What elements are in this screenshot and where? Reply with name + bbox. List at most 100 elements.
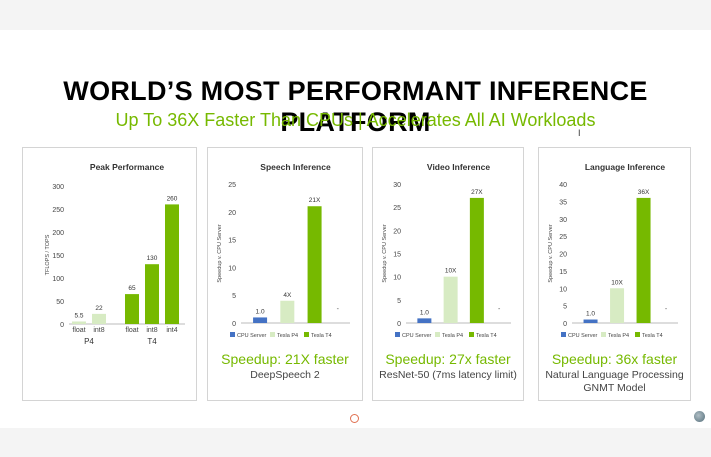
language-data-label: 10X <box>611 279 623 286</box>
language-legend-label: Tesla P4 <box>608 333 629 339</box>
speech-model-text: DeepSpeech 2 <box>250 369 320 381</box>
avatar-icon[interactable] <box>694 411 705 422</box>
video-legend-swatch <box>395 332 400 337</box>
peak-y-tick-label: 250 <box>52 207 64 214</box>
peak-x-tick-label: int8 <box>93 327 104 334</box>
speech-inference-chart: Speech Inference 0 5 10 15 20 25 Speedup v. CPU… <box>217 162 350 339</box>
video-y-tick-label: 25 <box>393 205 401 212</box>
peak-performance-chart: Peak Performance 0 50 100 150 200 250 300 TFLOPS… <box>45 162 185 346</box>
speech-y-tick-label: 20 <box>228 210 236 217</box>
video-legend-label: Tesla T4 <box>476 333 497 339</box>
language-model-line-1: Natural Language Processing <box>545 369 684 381</box>
speech-y-tick-label: 0 <box>232 321 236 328</box>
language-data-label: 36X <box>638 189 650 196</box>
record-icon[interactable] <box>350 414 359 423</box>
speech-y-axis-label: Speedup v. CPU Server <box>217 224 223 282</box>
panel-speech-inference: Speech Inference 0 5 10 15 20 25 Speedup v. CPU… <box>207 147 363 401</box>
peak-bar-t4-int4 <box>165 204 179 324</box>
video-legend-label: CPU Server <box>402 333 432 339</box>
language-legend-swatch <box>561 332 566 337</box>
speech-bar-tesla-p4 <box>280 300 295 323</box>
video-inference-chart: Video Inference 0 5 10 15 20 25 30 Speedup v. CP… <box>382 162 511 339</box>
language-bar-tesla-p4 <box>610 288 625 323</box>
video-data-label: 27X <box>471 189 483 196</box>
language-speedup-text: Speedup: 36x faster <box>551 351 678 367</box>
language-legend-label: CPU Server <box>568 333 598 339</box>
video-y-tick-label: 5 <box>397 298 401 305</box>
speech-legend-label: Tesla T4 <box>311 333 332 339</box>
language-bar-tesla-t4 <box>636 197 651 323</box>
language-bar-cpu-server <box>583 319 598 323</box>
language-inference-chart: Language Inference 0 5 10 15 20 25 30 35 40 Speedu… <box>548 162 678 339</box>
speech-data-label: 4X <box>283 292 292 299</box>
video-y-axis-label: Speedup v. CPU Server <box>382 224 388 282</box>
video-model-text: ResNet-50 (7ms latency limit) <box>379 369 517 381</box>
video-y-tick-label: 15 <box>393 252 401 259</box>
language-y-tick-label: 0 <box>563 321 567 328</box>
video-bar-cpu-server <box>417 318 432 323</box>
peak-data-label: 130 <box>147 255 158 262</box>
peak-x-tick-label: int4 <box>166 327 177 334</box>
language-chart-title: Language Inference <box>585 162 666 172</box>
video-bar-tesla-p4 <box>443 276 458 323</box>
panel-video-inference: Video Inference 0 5 10 15 20 25 30 Speedup v. CP… <box>372 147 524 401</box>
peak-y-tick-label: 300 <box>52 184 64 191</box>
peak-y-tick-label: 200 <box>52 230 64 237</box>
peak-y-tick-label: 150 <box>52 253 64 260</box>
panel-peak-performance: Peak Performance 0 50 100 150 200 250 300 TFLOPS… <box>22 147 197 401</box>
peak-y-tick-label: 100 <box>52 276 64 283</box>
video-chart-title: Video Inference <box>427 162 490 172</box>
language-model-line-2: GNMT Model <box>583 382 646 394</box>
video-y-tick-label: 0 <box>397 321 401 328</box>
speech-legend-swatch <box>304 332 309 337</box>
language-y-tick-label: 35 <box>559 199 567 206</box>
peak-data-label: 5.5 <box>74 312 83 319</box>
peak-x-tick-label: float <box>125 327 138 334</box>
peak-bar-p4-int8 <box>92 313 106 324</box>
speech-legend-swatch <box>230 332 235 337</box>
video-y-tick-label: 20 <box>393 228 401 235</box>
language-empty-slot-marker: - <box>665 306 668 313</box>
language-y-tick-label: 40 <box>559 182 567 189</box>
video-empty-slot-marker: - <box>498 306 501 313</box>
peak-data-label: 22 <box>95 305 103 312</box>
video-data-label: 10X <box>445 268 457 275</box>
video-y-tick-label: 30 <box>393 182 401 189</box>
language-y-tick-label: 15 <box>559 269 567 276</box>
language-y-axis-label: Speedup v. CPU Server <box>548 224 554 282</box>
video-bar-tesla-t4 <box>469 197 484 323</box>
peak-y-tick-label: 0 <box>60 322 64 329</box>
video-legend-swatch <box>435 332 440 337</box>
language-legend-swatch <box>635 332 640 337</box>
peak-group-label-t4: T4 <box>147 337 157 346</box>
language-data-label: 1.0 <box>586 311 595 318</box>
speech-y-tick-label: 25 <box>228 182 236 189</box>
language-y-tick-label: 25 <box>559 234 567 241</box>
slide-title: WORLD’S MOST PERFORMANT INFERENCE PLATFO… <box>63 76 648 137</box>
language-legend-label: Tesla T4 <box>642 333 663 339</box>
video-legend-label: Tesla P4 <box>442 333 463 339</box>
speech-legend-swatch <box>270 332 275 337</box>
speech-chart-title: Speech Inference <box>260 162 331 172</box>
speech-bar-tesla-t4 <box>307 206 322 323</box>
text-cursor-icon: I <box>578 128 581 138</box>
peak-chart-title: Peak Performance <box>90 162 164 172</box>
video-y-tick-label: 10 <box>393 275 401 282</box>
peak-data-label: 65 <box>128 285 136 292</box>
peak-x-tick-label: float <box>72 327 85 334</box>
speech-bar-cpu-server <box>253 317 268 323</box>
language-y-tick-label: 20 <box>559 252 567 259</box>
language-y-tick-label: 10 <box>559 286 567 293</box>
speech-legend-label: Tesla P4 <box>277 333 298 339</box>
speech-legend-label: CPU Server <box>237 333 267 339</box>
peak-y-axis-label: TFLOPS / TOPS <box>45 234 51 275</box>
peak-y-tick-label: 50 <box>56 299 64 306</box>
speech-speedup-text: Speedup: 21X faster <box>221 351 349 367</box>
slide-subtitle: Up To 36X Faster Than CPUs | Accelerates… <box>115 110 596 130</box>
video-data-label: 1.0 <box>420 309 429 316</box>
speech-y-tick-label: 15 <box>228 238 236 245</box>
peak-group-label-p4: P4 <box>84 337 94 346</box>
language-y-tick-label: 30 <box>559 217 567 224</box>
peak-x-tick-label: int8 <box>146 327 157 334</box>
language-y-tick-label: 5 <box>563 304 567 311</box>
